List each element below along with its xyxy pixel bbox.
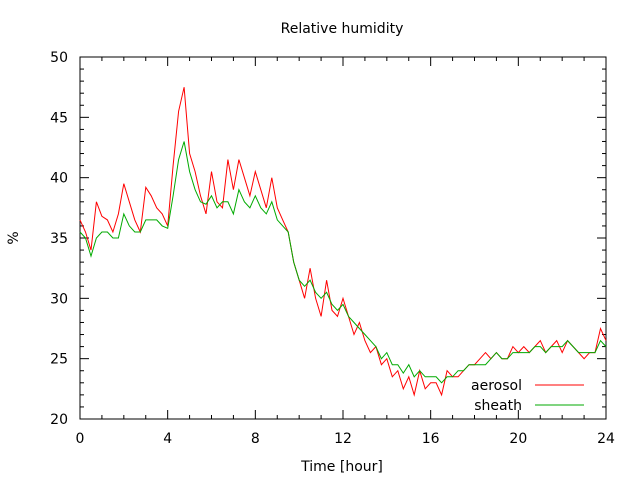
axis-ticks (79, 56, 607, 420)
x-tick-label: 8 (251, 431, 260, 447)
y-tick-label: 20 (50, 412, 68, 428)
y-tick-label: 35 (50, 231, 68, 247)
y-axis-label: % (6, 231, 22, 244)
x-tick-label: 12 (334, 431, 352, 447)
plot-frame (79, 56, 607, 420)
series-line-sheath (79, 141, 607, 384)
y-tick-label: 30 (50, 291, 68, 307)
y-tick-label: 40 (50, 171, 68, 187)
x-tick-label: 20 (509, 431, 527, 447)
x-axis-label: Time [hour] (300, 459, 383, 475)
legend-label-aerosol: aerosol (471, 378, 522, 394)
y-tick-label: 50 (50, 50, 68, 66)
axis-tick-labels: 0 4 8 12 16 20 24 20 25 30 35 40 45 50 (50, 50, 615, 447)
x-tick-label: 0 (76, 431, 85, 447)
x-tick-label: 16 (422, 431, 440, 447)
legend-label-sheath: sheath (474, 398, 522, 414)
x-tick-label: 4 (163, 431, 172, 447)
series-line-aerosol (79, 87, 607, 397)
y-tick-label: 25 (50, 352, 68, 368)
series-lines (79, 87, 607, 397)
chart-title: Relative humidity (281, 21, 404, 37)
legend: aerosol sheath (471, 378, 584, 414)
y-tick-label: 45 (50, 110, 68, 126)
x-tick-label: 24 (597, 431, 615, 447)
